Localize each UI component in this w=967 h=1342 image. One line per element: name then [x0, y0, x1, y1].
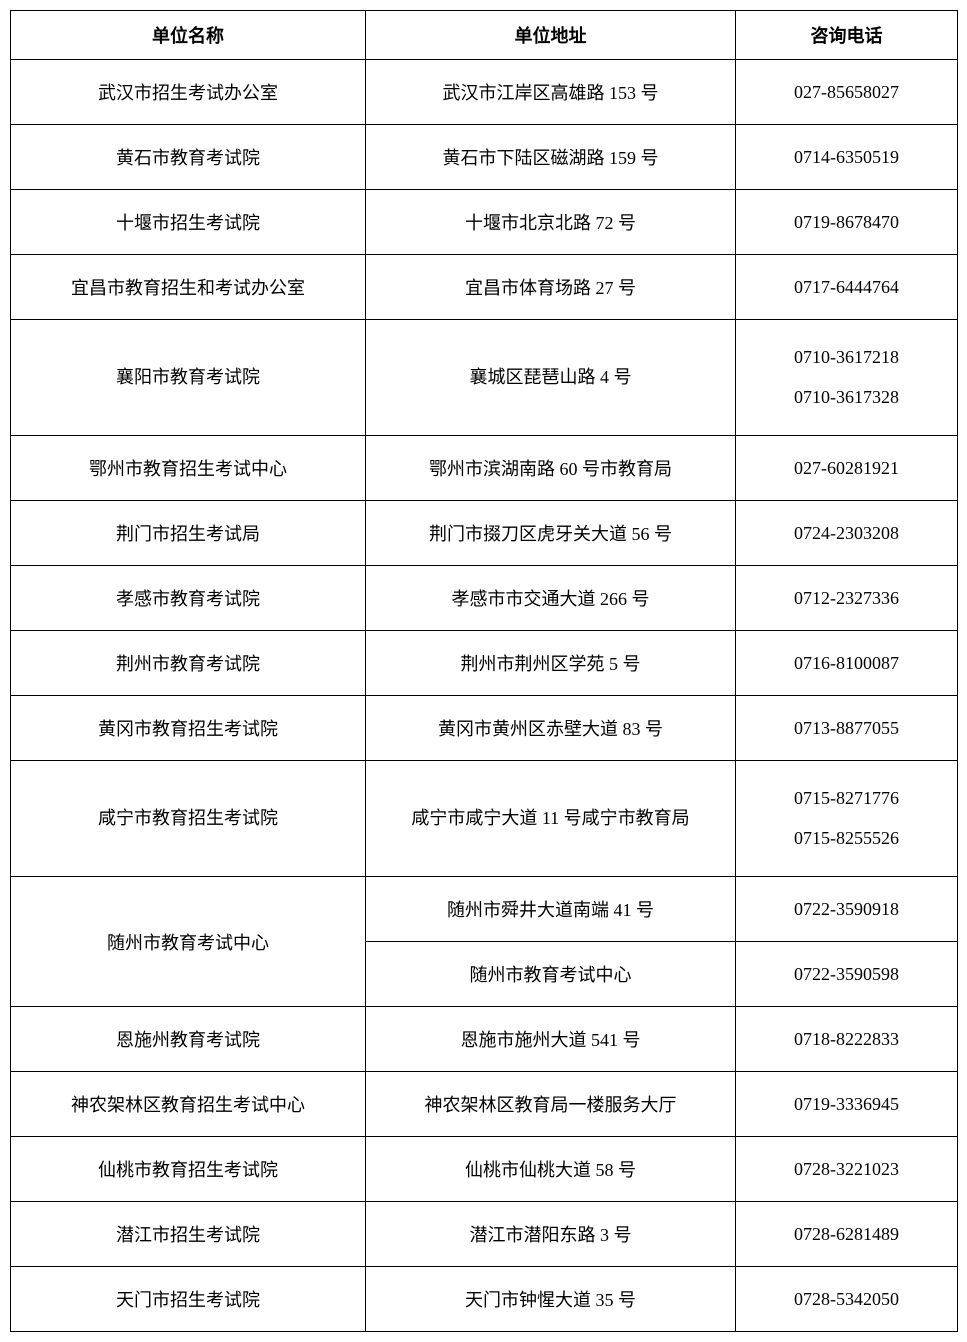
cell-unit-name: 随州市教育考试中心	[11, 877, 366, 1007]
cell-unit-address: 孝感市市交通大道 266 号	[366, 566, 736, 631]
cell-unit-name: 武汉市招生考试办公室	[11, 60, 366, 125]
cell-unit-phone: 0728-3221023	[736, 1137, 958, 1202]
cell-unit-name: 天门市招生考试院	[11, 1267, 366, 1332]
column-header-name: 单位名称	[11, 11, 366, 60]
cell-unit-address: 荆州市荆州区学苑 5 号	[366, 631, 736, 696]
cell-unit-phone: 0718-8222833	[736, 1007, 958, 1072]
cell-unit-name: 恩施州教育考试院	[11, 1007, 366, 1072]
cell-unit-phone: 0719-3336945	[736, 1072, 958, 1137]
cell-unit-name: 荆州市教育考试院	[11, 631, 366, 696]
cell-unit-phone: 027-85658027	[736, 60, 958, 125]
cell-unit-address: 武汉市江岸区高雄路 153 号	[366, 60, 736, 125]
table-row: 潜江市招生考试院潜江市潜阳东路 3 号0728-6281489	[11, 1202, 958, 1267]
cell-unit-address: 随州市舜井大道南端 41 号	[366, 877, 736, 942]
cell-unit-phone: 0722-3590598	[736, 942, 958, 1007]
table-row: 襄阳市教育考试院襄城区琵琶山路 4 号0710-36172180710-3617…	[11, 320, 958, 436]
cell-unit-name: 潜江市招生考试院	[11, 1202, 366, 1267]
cell-unit-address: 天门市钟惺大道 35 号	[366, 1267, 736, 1332]
cell-unit-name: 咸宁市教育招生考试院	[11, 761, 366, 877]
table-row: 黄冈市教育招生考试院黄冈市黄州区赤壁大道 83 号0713-8877055	[11, 696, 958, 761]
cell-unit-name: 黄石市教育考试院	[11, 125, 366, 190]
cell-unit-phone: 0722-3590918	[736, 877, 958, 942]
cell-unit-address: 咸宁市咸宁大道 11 号咸宁市教育局	[366, 761, 736, 877]
table-row: 黄石市教育考试院黄石市下陆区磁湖路 159 号0714-6350519	[11, 125, 958, 190]
cell-unit-address: 十堰市北京北路 72 号	[366, 190, 736, 255]
cell-unit-name: 孝感市教育考试院	[11, 566, 366, 631]
cell-unit-address: 鄂州市滨湖南路 60 号市教育局	[366, 436, 736, 501]
cell-unit-address: 潜江市潜阳东路 3 号	[366, 1202, 736, 1267]
cell-unit-address: 黄冈市黄州区赤壁大道 83 号	[366, 696, 736, 761]
table-row: 恩施州教育考试院恩施市施州大道 541 号0718-8222833	[11, 1007, 958, 1072]
table-row: 宜昌市教育招生和考试办公室宜昌市体育场路 27 号0717-6444764	[11, 255, 958, 320]
cell-unit-phone: 0728-5342050	[736, 1267, 958, 1332]
cell-unit-address: 黄石市下陆区磁湖路 159 号	[366, 125, 736, 190]
cell-unit-phone: 0728-6281489	[736, 1202, 958, 1267]
cell-unit-name: 鄂州市教育招生考试中心	[11, 436, 366, 501]
cell-unit-address: 神农架林区教育局一楼服务大厅	[366, 1072, 736, 1137]
cell-unit-name: 黄冈市教育招生考试院	[11, 696, 366, 761]
contacts-table: 单位名称 单位地址 咨询电话 武汉市招生考试办公室武汉市江岸区高雄路 153 号…	[10, 10, 958, 1332]
cell-unit-phone: 0714-6350519	[736, 125, 958, 190]
table-row: 仙桃市教育招生考试院仙桃市仙桃大道 58 号0728-3221023	[11, 1137, 958, 1202]
cell-unit-phone: 0717-6444764	[736, 255, 958, 320]
cell-unit-phone: 0710-36172180710-3617328	[736, 320, 958, 436]
table-body: 武汉市招生考试办公室武汉市江岸区高雄路 153 号027-85658027黄石市…	[11, 60, 958, 1332]
table-row: 鄂州市教育招生考试中心鄂州市滨湖南路 60 号市教育局027-60281921	[11, 436, 958, 501]
cell-unit-address: 随州市教育考试中心	[366, 942, 736, 1007]
cell-unit-address: 荆门市掇刀区虎牙关大道 56 号	[366, 501, 736, 566]
cell-unit-name: 仙桃市教育招生考试院	[11, 1137, 366, 1202]
table-row: 咸宁市教育招生考试院咸宁市咸宁大道 11 号咸宁市教育局0715-8271776…	[11, 761, 958, 877]
cell-unit-phone: 0716-8100087	[736, 631, 958, 696]
column-header-address: 单位地址	[366, 11, 736, 60]
cell-unit-name: 宜昌市教育招生和考试办公室	[11, 255, 366, 320]
cell-unit-phone: 0719-8678470	[736, 190, 958, 255]
cell-unit-name: 襄阳市教育考试院	[11, 320, 366, 436]
cell-unit-name: 十堰市招生考试院	[11, 190, 366, 255]
cell-unit-address: 仙桃市仙桃大道 58 号	[366, 1137, 736, 1202]
table-row: 荆州市教育考试院荆州市荆州区学苑 5 号0716-8100087	[11, 631, 958, 696]
cell-unit-name: 神农架林区教育招生考试中心	[11, 1072, 366, 1137]
table-row: 十堰市招生考试院十堰市北京北路 72 号0719-8678470	[11, 190, 958, 255]
table-row: 荆门市招生考试局荆门市掇刀区虎牙关大道 56 号0724-2303208	[11, 501, 958, 566]
cell-unit-phone: 027-60281921	[736, 436, 958, 501]
table-header-row: 单位名称 单位地址 咨询电话	[11, 11, 958, 60]
cell-unit-phone: 0713-8877055	[736, 696, 958, 761]
table-row: 武汉市招生考试办公室武汉市江岸区高雄路 153 号027-85658027	[11, 60, 958, 125]
cell-unit-phone: 0724-2303208	[736, 501, 958, 566]
cell-unit-phone: 0712-2327336	[736, 566, 958, 631]
cell-unit-phone: 0715-82717760715-8255526	[736, 761, 958, 877]
table-row: 孝感市教育考试院孝感市市交通大道 266 号0712-2327336	[11, 566, 958, 631]
column-header-phone: 咨询电话	[736, 11, 958, 60]
cell-unit-name: 荆门市招生考试局	[11, 501, 366, 566]
table-row: 随州市教育考试中心随州市舜井大道南端 41 号0722-3590918	[11, 877, 958, 942]
cell-unit-address: 恩施市施州大道 541 号	[366, 1007, 736, 1072]
cell-unit-address: 襄城区琵琶山路 4 号	[366, 320, 736, 436]
table-row: 天门市招生考试院天门市钟惺大道 35 号0728-5342050	[11, 1267, 958, 1332]
table-row: 神农架林区教育招生考试中心神农架林区教育局一楼服务大厅0719-3336945	[11, 1072, 958, 1137]
cell-unit-address: 宜昌市体育场路 27 号	[366, 255, 736, 320]
